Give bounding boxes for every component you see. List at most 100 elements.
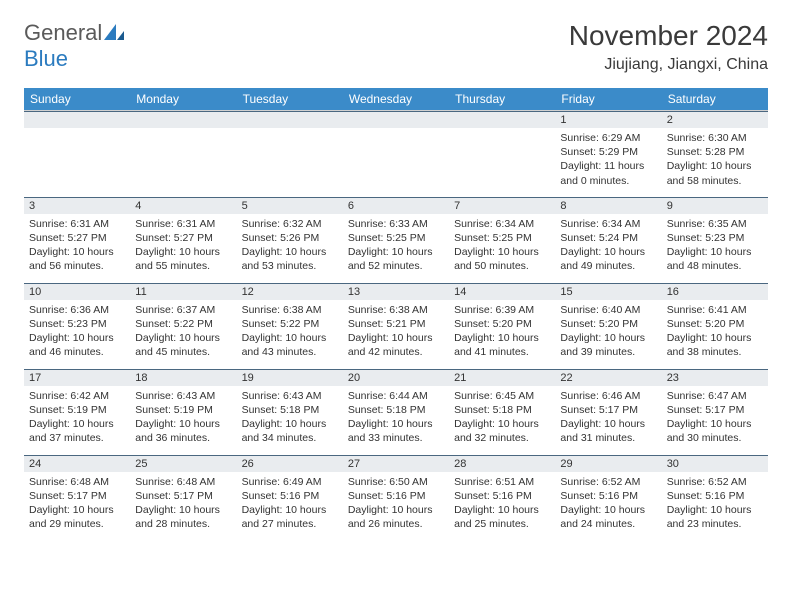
- sunrise-text: Sunrise: 6:44 AM: [348, 389, 444, 403]
- day-number: 5: [237, 197, 343, 214]
- daylight-text: Daylight: 10 hours and 26 minutes.: [348, 503, 444, 531]
- daylight-text: Daylight: 10 hours and 50 minutes.: [454, 245, 550, 273]
- sunset-text: Sunset: 5:23 PM: [29, 317, 125, 331]
- daylight-text: Daylight: 10 hours and 55 minutes.: [135, 245, 231, 273]
- day-content: Sunrise: 6:38 AMSunset: 5:21 PMDaylight:…: [343, 300, 449, 363]
- day-content: Sunrise: 6:50 AMSunset: 5:16 PMDaylight:…: [343, 472, 449, 535]
- daylight-text: Daylight: 10 hours and 45 minutes.: [135, 331, 231, 359]
- calendar-day-cell: 8Sunrise: 6:34 AMSunset: 5:24 PMDaylight…: [555, 197, 661, 283]
- day-content: Sunrise: 6:30 AMSunset: 5:28 PMDaylight:…: [662, 128, 768, 191]
- sunset-text: Sunset: 5:20 PM: [454, 317, 550, 331]
- day-content: Sunrise: 6:48 AMSunset: 5:17 PMDaylight:…: [130, 472, 236, 535]
- calendar-day-cell: 29Sunrise: 6:52 AMSunset: 5:16 PMDayligh…: [555, 455, 661, 541]
- calendar-week-row: 10Sunrise: 6:36 AMSunset: 5:23 PMDayligh…: [24, 283, 768, 369]
- sunrise-text: Sunrise: 6:52 AM: [667, 475, 763, 489]
- day-content: Sunrise: 6:48 AMSunset: 5:17 PMDaylight:…: [24, 472, 130, 535]
- sunrise-text: Sunrise: 6:48 AM: [135, 475, 231, 489]
- day-number: 15: [555, 283, 661, 300]
- sunset-text: Sunset: 5:22 PM: [135, 317, 231, 331]
- day-number: 25: [130, 455, 236, 472]
- daylight-text: Daylight: 10 hours and 25 minutes.: [454, 503, 550, 531]
- day-content: Sunrise: 6:38 AMSunset: 5:22 PMDaylight:…: [237, 300, 343, 363]
- day-number: 16: [662, 283, 768, 300]
- sunrise-text: Sunrise: 6:41 AM: [667, 303, 763, 317]
- sunset-text: Sunset: 5:16 PM: [454, 489, 550, 503]
- daylight-text: Daylight: 10 hours and 46 minutes.: [29, 331, 125, 359]
- day-number: [343, 111, 449, 128]
- calendar-day-cell: 7Sunrise: 6:34 AMSunset: 5:25 PMDaylight…: [449, 197, 555, 283]
- day-number: 10: [24, 283, 130, 300]
- sunrise-text: Sunrise: 6:45 AM: [454, 389, 550, 403]
- sunrise-text: Sunrise: 6:40 AM: [560, 303, 656, 317]
- calendar-day-cell: 10Sunrise: 6:36 AMSunset: 5:23 PMDayligh…: [24, 283, 130, 369]
- sunrise-text: Sunrise: 6:43 AM: [135, 389, 231, 403]
- day-number: 23: [662, 369, 768, 386]
- daylight-text: Daylight: 10 hours and 48 minutes.: [667, 245, 763, 273]
- calendar-day-cell: 6Sunrise: 6:33 AMSunset: 5:25 PMDaylight…: [343, 197, 449, 283]
- day-content: Sunrise: 6:31 AMSunset: 5:27 PMDaylight:…: [24, 214, 130, 277]
- calendar-day-cell: 1Sunrise: 6:29 AMSunset: 5:29 PMDaylight…: [555, 111, 661, 197]
- daylight-text: Daylight: 10 hours and 52 minutes.: [348, 245, 444, 273]
- logo-sail-icon: [104, 20, 124, 46]
- day-content: Sunrise: 6:49 AMSunset: 5:16 PMDaylight:…: [237, 472, 343, 535]
- calendar-day-cell: 4Sunrise: 6:31 AMSunset: 5:27 PMDaylight…: [130, 197, 236, 283]
- day-number: 24: [24, 455, 130, 472]
- logo-blue: Blue: [24, 46, 68, 71]
- sunset-text: Sunset: 5:16 PM: [348, 489, 444, 503]
- daylight-text: Daylight: 10 hours and 27 minutes.: [242, 503, 338, 531]
- sunset-text: Sunset: 5:26 PM: [242, 231, 338, 245]
- sunrise-text: Sunrise: 6:37 AM: [135, 303, 231, 317]
- day-content: Sunrise: 6:37 AMSunset: 5:22 PMDaylight:…: [130, 300, 236, 363]
- day-number: 11: [130, 283, 236, 300]
- sunset-text: Sunset: 5:23 PM: [667, 231, 763, 245]
- sunrise-text: Sunrise: 6:32 AM: [242, 217, 338, 231]
- day-content: Sunrise: 6:34 AMSunset: 5:24 PMDaylight:…: [555, 214, 661, 277]
- calendar-day-cell: 21Sunrise: 6:45 AMSunset: 5:18 PMDayligh…: [449, 369, 555, 455]
- calendar-day-cell: 2Sunrise: 6:30 AMSunset: 5:28 PMDaylight…: [662, 111, 768, 197]
- day-number: 27: [343, 455, 449, 472]
- sunset-text: Sunset: 5:20 PM: [667, 317, 763, 331]
- calendar-day-cell: 27Sunrise: 6:50 AMSunset: 5:16 PMDayligh…: [343, 455, 449, 541]
- daylight-text: Daylight: 10 hours and 43 minutes.: [242, 331, 338, 359]
- daylight-text: Daylight: 11 hours and 0 minutes.: [560, 159, 656, 187]
- weekday-header: Thursday: [449, 88, 555, 111]
- sunrise-text: Sunrise: 6:34 AM: [454, 217, 550, 231]
- sunset-text: Sunset: 5:16 PM: [560, 489, 656, 503]
- day-number: 4: [130, 197, 236, 214]
- weekday-header: Monday: [130, 88, 236, 111]
- day-number: [130, 111, 236, 128]
- daylight-text: Daylight: 10 hours and 28 minutes.: [135, 503, 231, 531]
- day-content: Sunrise: 6:47 AMSunset: 5:17 PMDaylight:…: [662, 386, 768, 449]
- sunrise-text: Sunrise: 6:33 AM: [348, 217, 444, 231]
- daylight-text: Daylight: 10 hours and 53 minutes.: [242, 245, 338, 273]
- day-number: 22: [555, 369, 661, 386]
- calendar-day-cell: 13Sunrise: 6:38 AMSunset: 5:21 PMDayligh…: [343, 283, 449, 369]
- calendar-day-cell: 11Sunrise: 6:37 AMSunset: 5:22 PMDayligh…: [130, 283, 236, 369]
- day-content: Sunrise: 6:35 AMSunset: 5:23 PMDaylight:…: [662, 214, 768, 277]
- sunrise-text: Sunrise: 6:38 AM: [242, 303, 338, 317]
- sunset-text: Sunset: 5:16 PM: [242, 489, 338, 503]
- sunset-text: Sunset: 5:27 PM: [135, 231, 231, 245]
- sunset-text: Sunset: 5:17 PM: [560, 403, 656, 417]
- day-content: Sunrise: 6:41 AMSunset: 5:20 PMDaylight:…: [662, 300, 768, 363]
- day-number: [24, 111, 130, 128]
- sunset-text: Sunset: 5:28 PM: [667, 145, 763, 159]
- sunset-text: Sunset: 5:29 PM: [560, 145, 656, 159]
- daylight-text: Daylight: 10 hours and 36 minutes.: [135, 417, 231, 445]
- sunrise-text: Sunrise: 6:48 AM: [29, 475, 125, 489]
- day-number: 9: [662, 197, 768, 214]
- calendar-day-cell: 22Sunrise: 6:46 AMSunset: 5:17 PMDayligh…: [555, 369, 661, 455]
- daylight-text: Daylight: 10 hours and 24 minutes.: [560, 503, 656, 531]
- day-content: Sunrise: 6:34 AMSunset: 5:25 PMDaylight:…: [449, 214, 555, 277]
- day-number: 19: [237, 369, 343, 386]
- sunset-text: Sunset: 5:25 PM: [348, 231, 444, 245]
- calendar-day-cell: 12Sunrise: 6:38 AMSunset: 5:22 PMDayligh…: [237, 283, 343, 369]
- calendar-week-row: 1Sunrise: 6:29 AMSunset: 5:29 PMDaylight…: [24, 111, 768, 197]
- calendar-day-cell: 17Sunrise: 6:42 AMSunset: 5:19 PMDayligh…: [24, 369, 130, 455]
- calendar-day-cell: 24Sunrise: 6:48 AMSunset: 5:17 PMDayligh…: [24, 455, 130, 541]
- day-number: 28: [449, 455, 555, 472]
- calendar-day-cell: 18Sunrise: 6:43 AMSunset: 5:19 PMDayligh…: [130, 369, 236, 455]
- day-number: [237, 111, 343, 128]
- day-content: Sunrise: 6:44 AMSunset: 5:18 PMDaylight:…: [343, 386, 449, 449]
- sunset-text: Sunset: 5:17 PM: [29, 489, 125, 503]
